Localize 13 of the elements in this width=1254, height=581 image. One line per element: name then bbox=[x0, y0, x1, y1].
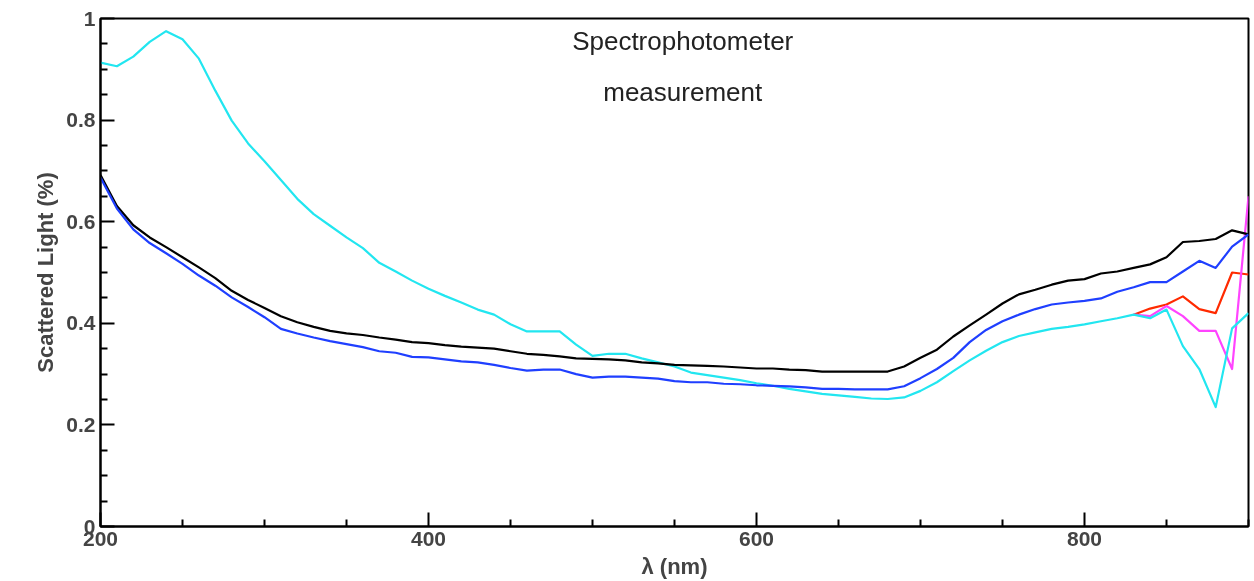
annotation: Spectrophotometer measurement bbox=[572, 26, 794, 108]
y-tick-label: 0.2 bbox=[66, 412, 96, 436]
y-axis-title: Scattered Light (%) bbox=[33, 172, 59, 373]
y-tick-label: 0.6 bbox=[66, 209, 96, 233]
y-tick-label: 0.4 bbox=[66, 311, 96, 335]
y-tick-label: 1 bbox=[83, 6, 96, 30]
line-series bbox=[1132, 271, 1249, 316]
x-tick-label: 800 bbox=[1066, 526, 1103, 550]
y-tick-label: 0.8 bbox=[66, 108, 96, 132]
x-tick-label: 600 bbox=[738, 526, 775, 550]
x-axis-title: λ (nm) bbox=[641, 553, 708, 579]
x-tick-label: 400 bbox=[410, 526, 447, 550]
line-series bbox=[100, 30, 1249, 409]
